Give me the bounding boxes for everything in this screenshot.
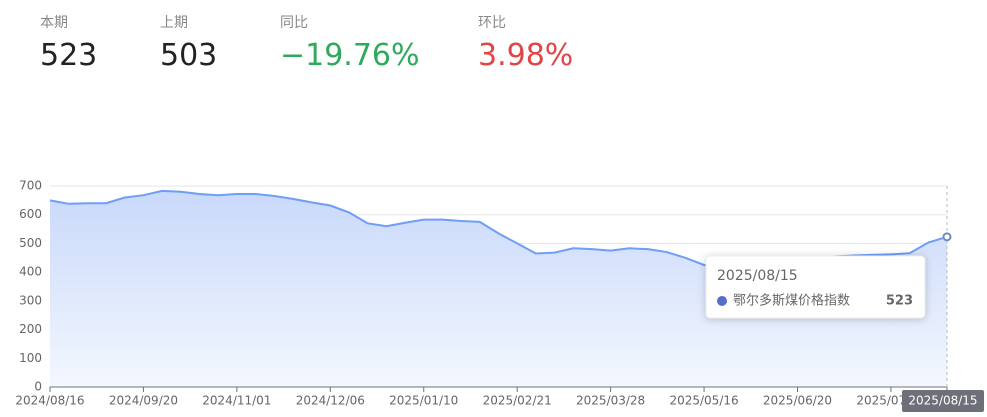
tooltip-series-name: 鄂尔多斯煤价格指数	[733, 293, 850, 309]
y-tick-label: 100	[19, 351, 42, 365]
x-tick-label: 2025/06/20	[763, 394, 832, 408]
y-tick-label: 700	[19, 179, 42, 193]
kpi: 同比 −19.76%	[280, 12, 420, 73]
kpi: 上期 503	[160, 12, 217, 73]
tooltip-title: 2025/08/15	[717, 268, 798, 284]
kpi-value: −19.76%	[280, 38, 420, 73]
x-tick-label: 2025/05/16	[669, 394, 738, 408]
axis-pointer-label-bg	[902, 390, 984, 412]
kpi-label: 同比	[280, 15, 308, 31]
kpi: 环比 3.98%	[478, 12, 573, 73]
kpi-value: 3.98%	[478, 38, 574, 73]
x-tick-label: 2024/11/01	[202, 394, 271, 408]
x-tick-label: 2024/08/16	[15, 394, 84, 408]
x-tick-label: 2025/03/28	[576, 394, 645, 408]
y-tick-label: 300	[19, 293, 42, 307]
kpi-label: 本期	[40, 15, 68, 31]
kpi-value: 523	[40, 38, 98, 73]
kpi-label: 环比	[478, 15, 506, 31]
area	[50, 190, 947, 387]
y-tick-label: 0	[34, 380, 42, 394]
y-tick-label: 600	[19, 207, 42, 221]
y-tick-label: 500	[19, 236, 42, 250]
x-tick-label: 2025/01/10	[389, 394, 458, 408]
tooltip	[705, 255, 926, 319]
x-tick-label: 2024/09/20	[109, 394, 178, 408]
kpi-label: 上期	[160, 15, 188, 31]
axis-pointer-label: 2025/08/15	[908, 394, 977, 408]
x-tick-label: 2025/02/21	[483, 394, 552, 408]
data-point	[942, 232, 952, 242]
kpi: 本期 523	[40, 12, 97, 73]
kpi-value: 503	[160, 38, 218, 73]
tooltip-marker	[717, 296, 727, 306]
tooltip-value: 523	[886, 294, 913, 309]
x-tick-label: 2024/12/06	[296, 394, 365, 408]
y-tick-label: 400	[19, 265, 42, 279]
y-tick-label: 200	[19, 322, 42, 336]
